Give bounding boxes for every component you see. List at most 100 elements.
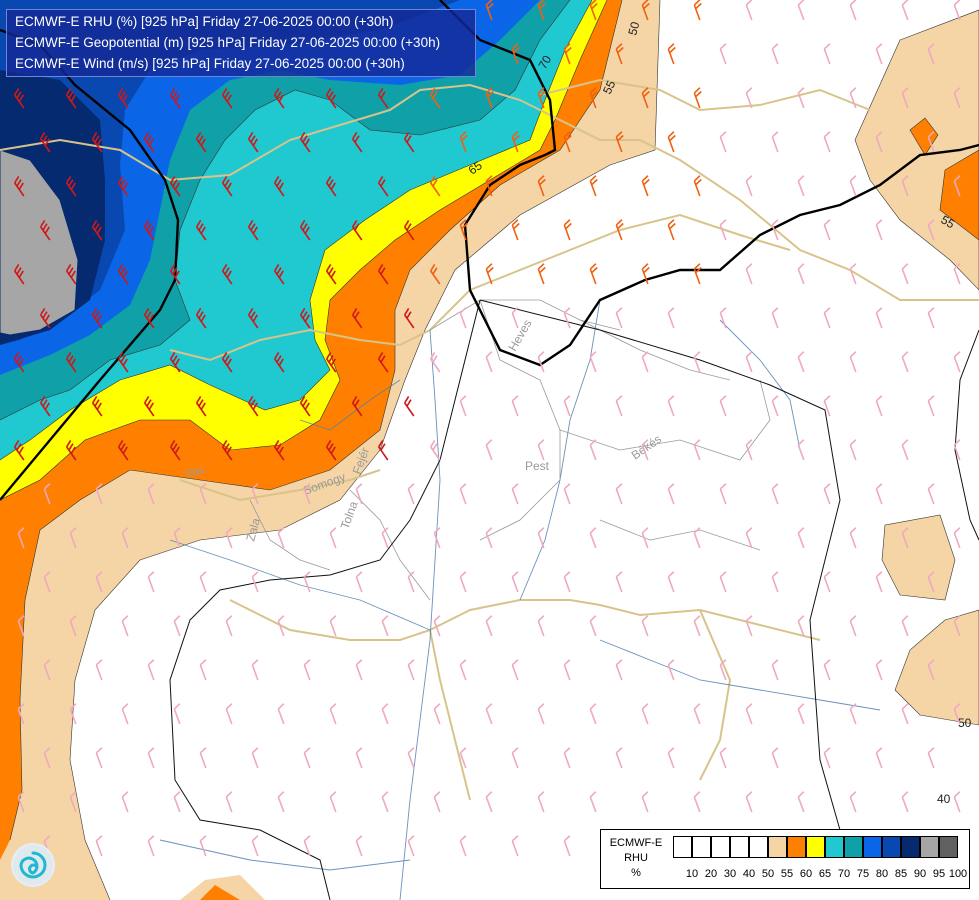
wind-barb xyxy=(325,175,337,197)
wind-barb xyxy=(329,703,337,725)
wind-barb xyxy=(901,615,909,637)
wind-barb xyxy=(273,263,285,285)
wind-barb xyxy=(277,615,285,637)
wind-barb xyxy=(875,747,883,769)
rh-band-95 xyxy=(0,149,79,336)
wind-barb xyxy=(823,571,831,593)
wind-barb xyxy=(901,351,909,373)
wind-barb xyxy=(325,351,337,373)
wind-barb xyxy=(247,307,259,329)
wind-barb xyxy=(771,131,779,153)
wind-barb xyxy=(199,571,207,593)
wind-barb xyxy=(563,483,571,505)
wind-barb xyxy=(65,439,77,461)
wind-barb xyxy=(901,175,909,197)
wind-barb xyxy=(901,0,909,21)
wind-barb xyxy=(485,527,493,549)
wind-barb xyxy=(485,175,494,197)
wind-barb xyxy=(355,747,363,769)
wind-barb xyxy=(537,263,546,285)
contour-label-70: 70 xyxy=(535,53,554,72)
wind-barb xyxy=(173,527,181,549)
wind-barb xyxy=(511,571,519,593)
wind-barb xyxy=(589,0,598,21)
wind-barb xyxy=(823,43,831,65)
wind-barb xyxy=(927,43,935,65)
wind-barb xyxy=(199,483,207,505)
wind-barb xyxy=(459,395,467,417)
legend-tick-label: 85 xyxy=(894,868,908,880)
wind-barb xyxy=(407,835,415,857)
wind-barb xyxy=(927,131,935,153)
wind-barb xyxy=(39,395,51,417)
wind-barb xyxy=(17,615,25,637)
wind-barb xyxy=(615,131,624,153)
legend-tick-label: 95 xyxy=(932,868,946,880)
wind-barb xyxy=(693,175,702,197)
wind-barb xyxy=(13,87,25,109)
wind-barb xyxy=(667,395,675,417)
region-label-vas: Vas xyxy=(183,462,206,481)
wind-barb xyxy=(511,131,520,153)
region-label-zala: Zala xyxy=(243,516,263,542)
wind-barb xyxy=(823,307,831,329)
legend-swatch xyxy=(768,836,787,858)
wind-barb xyxy=(563,219,572,241)
wind-barb xyxy=(511,659,519,681)
wind-barb xyxy=(377,263,389,285)
legend-title-var: RHU xyxy=(624,852,648,864)
wind-barb xyxy=(589,703,597,725)
wind-barb xyxy=(13,175,25,197)
wind-barb xyxy=(355,659,363,681)
wind-barb xyxy=(221,87,233,109)
wind-barb xyxy=(407,659,415,681)
wind-barb xyxy=(823,395,831,417)
legend-swatch xyxy=(882,836,901,858)
wind-barb xyxy=(247,395,259,417)
wind-barb xyxy=(13,263,25,285)
wind-barb xyxy=(719,307,727,329)
wind-barb xyxy=(407,747,415,769)
wind-barb xyxy=(195,307,207,329)
wind-barb xyxy=(641,615,649,637)
wind-barb xyxy=(563,307,571,329)
wind-barb xyxy=(351,219,363,241)
wind-barb xyxy=(641,175,650,197)
wind-barb xyxy=(537,615,545,637)
wind-barb xyxy=(849,791,857,813)
legend-swatch xyxy=(711,836,730,858)
contour-labels: 50 70 55 65 55 50 40 xyxy=(466,20,972,806)
wind-barb xyxy=(65,87,77,109)
wind-barb xyxy=(147,747,155,769)
wind-barb xyxy=(953,703,961,725)
wind-barb xyxy=(849,87,857,109)
wind-barb xyxy=(849,351,857,373)
wind-barb xyxy=(459,835,467,857)
wind-barb xyxy=(95,835,103,857)
wind-barbs xyxy=(13,0,961,857)
wind-barb xyxy=(797,0,805,21)
wind-barb xyxy=(377,87,389,109)
wind-barb xyxy=(849,527,857,549)
wind-barb xyxy=(95,659,103,681)
wind-barb xyxy=(745,527,753,549)
legend-swatch xyxy=(863,836,882,858)
wind-barb xyxy=(927,395,935,417)
wind-barb xyxy=(953,439,961,461)
wind-barb xyxy=(485,703,493,725)
wind-barb xyxy=(589,87,598,109)
wind-barb xyxy=(901,703,909,725)
wind-barb xyxy=(849,615,857,637)
wind-barb xyxy=(641,263,650,285)
legend-swatch xyxy=(692,836,711,858)
wind-barb xyxy=(199,835,207,857)
wind-barb xyxy=(273,87,285,109)
wind-barb xyxy=(849,175,857,197)
wind-barb xyxy=(849,703,857,725)
wind-barb xyxy=(589,175,598,197)
wind-barb xyxy=(13,439,25,461)
wind-barb xyxy=(927,483,935,505)
wind-barb xyxy=(797,87,805,109)
wind-barb xyxy=(901,527,909,549)
wind-barb xyxy=(537,87,546,109)
